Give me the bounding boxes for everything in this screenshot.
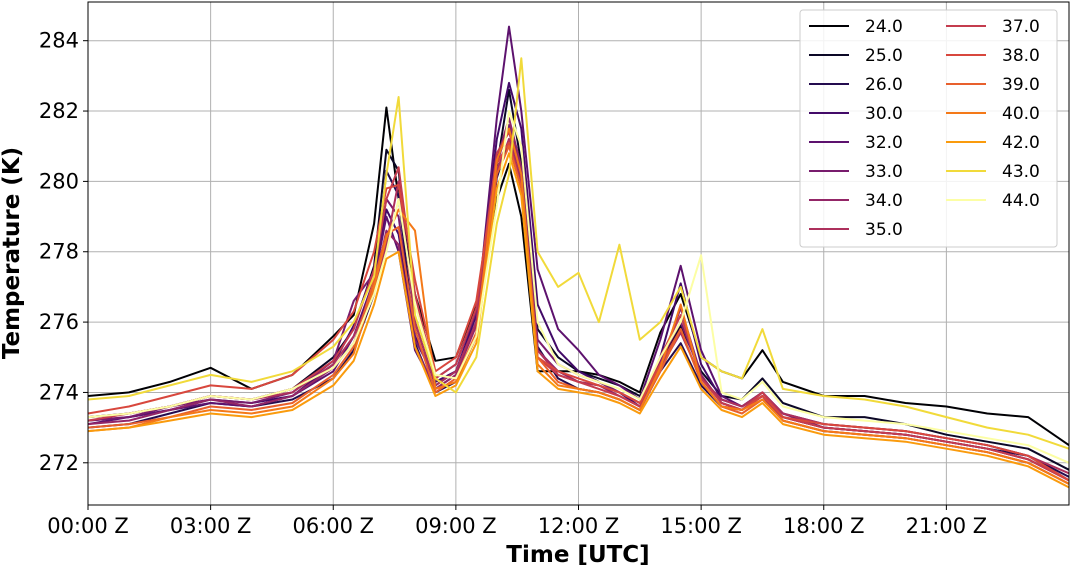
series-line-43.0: [87, 57, 1070, 450]
x-tick-label: 03:00 Z: [170, 514, 252, 538]
x-tick-label: 15:00 Z: [660, 514, 742, 538]
x-tick-label: 21:00 Z: [906, 514, 988, 538]
y-tick-label: 284: [39, 29, 79, 53]
x-tick-label: 09:00 Z: [415, 514, 497, 538]
legend-label: 34.0: [865, 191, 903, 211]
legend-label: 37.0: [1002, 17, 1040, 37]
y-tick-label: 282: [39, 99, 79, 123]
legend-label: 42.0: [1002, 133, 1040, 153]
y-tick-label: 274: [39, 380, 79, 404]
legend-label: 43.0: [1002, 162, 1040, 182]
y-axis-label: Temperature (K): [0, 147, 25, 359]
legend-label: 32.0: [865, 133, 903, 153]
series-line-38.0: [87, 141, 1070, 482]
y-tick-label: 280: [39, 169, 79, 193]
x-axis-label: Time [UTC]: [506, 542, 649, 567]
series-line-44.0: [87, 110, 1070, 464]
axis-ticks: 00:00 Z 03:00 Z 06:00 Z 09:00 Z 12:00 Z 15:00…: [39, 29, 987, 538]
legend-label: 40.0: [1002, 104, 1040, 124]
legend-label: 26.0: [865, 75, 903, 95]
legend-label: 25.0: [865, 46, 903, 66]
series-line-24.0: [87, 106, 1070, 447]
legend: 24.0 25.0 26.0 30.0 32.0 33.0 34.0 35.0 37.0 38.0…: [799, 9, 1058, 248]
x-tick-label: 12:00 Z: [538, 514, 620, 538]
legend-label: 24.0: [865, 17, 903, 37]
series-line-40.0: [87, 127, 1070, 485]
y-tick-label: 276: [39, 310, 79, 334]
legend-label: 33.0: [865, 162, 903, 182]
legend-label: 44.0: [1002, 191, 1040, 211]
series-line-37.0: [87, 131, 1070, 482]
x-tick-label: 06:00 Z: [292, 514, 374, 538]
legend-box: [799, 9, 1058, 248]
x-tick-label: 18:00 Z: [783, 514, 865, 538]
legend-label: 35.0: [865, 220, 903, 240]
legend-label: 38.0: [1002, 46, 1040, 66]
y-tick-label: 278: [39, 240, 79, 264]
series-line-42.0: [87, 152, 1070, 489]
y-tick-label: 272: [39, 451, 79, 475]
legend-label: 30.0: [865, 104, 903, 124]
legend-label: 39.0: [1002, 75, 1040, 95]
series-lines: [87, 25, 1070, 489]
x-tick-label: 00:00 Z: [47, 514, 129, 538]
